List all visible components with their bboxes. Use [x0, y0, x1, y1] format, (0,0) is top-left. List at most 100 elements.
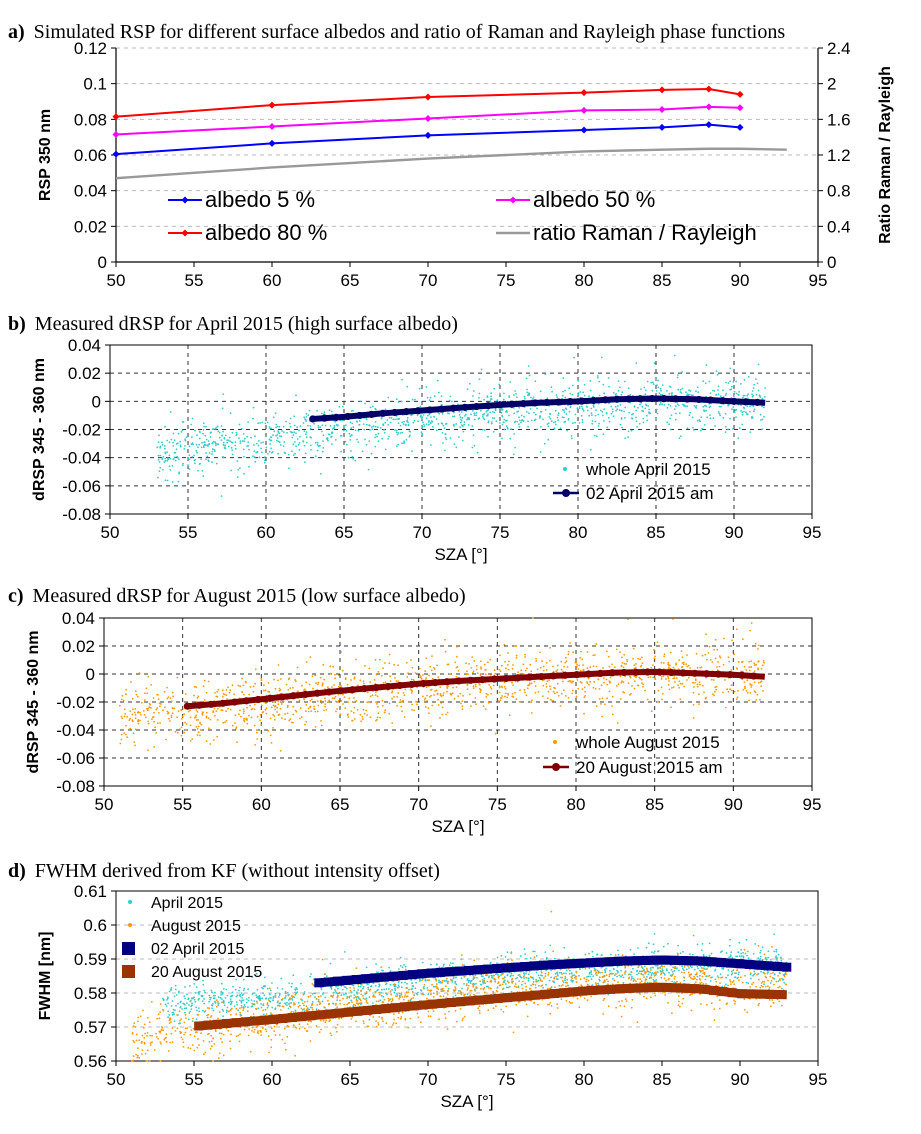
scatter-dot: [590, 407, 593, 410]
scatter-dot: [174, 730, 177, 733]
scatter-dot: [583, 696, 586, 699]
scatter-dot: [195, 686, 198, 689]
scatter-dot: [622, 681, 625, 684]
scatter-dot: [179, 445, 182, 448]
scatter-dot: [169, 697, 172, 699]
scatter-dot: [325, 975, 328, 977]
scatter-dot: [166, 439, 169, 442]
scatter-dot: [208, 994, 211, 997]
data-point: [344, 412, 352, 421]
scatter-dot: [304, 688, 306, 691]
scatter-dot: [298, 449, 301, 451]
scatter-dot: [350, 710, 353, 712]
scatter-dot: [222, 430, 225, 433]
scatter-dot: [401, 421, 404, 424]
scatter-dot: [761, 958, 764, 961]
scatter-dot: [635, 409, 637, 412]
scatter-dot: [332, 994, 335, 997]
scatter-dot: [408, 430, 411, 433]
scatter-dot: [426, 700, 429, 702]
scatter-dot: [443, 963, 445, 966]
scatter-dot: [333, 684, 335, 686]
scatter-dot: [721, 976, 724, 979]
scatter-dot: [309, 706, 311, 708]
scatter-dot: [381, 699, 384, 702]
scatter-dot: [287, 678, 290, 681]
scatter-dot: [381, 988, 383, 991]
y-tick-label: 0.58: [74, 984, 107, 1003]
x-tick-label: 85: [647, 523, 666, 542]
scatter-dot: [609, 972, 612, 975]
scatter-dot: [169, 469, 172, 471]
scatter-dot: [365, 443, 368, 446]
scatter-dot: [708, 406, 711, 409]
scatter-dot: [369, 716, 372, 719]
scatter-dot: [156, 693, 159, 696]
scatter-dot: [434, 690, 436, 692]
scatter-dot: [509, 437, 512, 440]
scatter-dot: [377, 440, 380, 442]
legend-marker: [509, 196, 517, 204]
scatter-dot: [359, 679, 362, 682]
scatter-dot: [304, 461, 306, 464]
scatter-dot: [468, 663, 470, 665]
scatter-dot: [611, 705, 613, 707]
scatter-dot: [330, 995, 332, 997]
scatter-dot: [268, 426, 271, 428]
scatter-dot: [321, 424, 324, 427]
scatter-dot: [539, 651, 541, 654]
scatter-dot: [505, 667, 507, 670]
scatter-dot: [539, 451, 542, 453]
scatter-dot: [363, 712, 366, 715]
scatter-dot: [521, 419, 524, 421]
scatter-dot: [322, 663, 325, 666]
scatter-dot: [779, 972, 781, 975]
scatter-dot: [543, 442, 546, 445]
scatter-dot: [239, 442, 242, 444]
scatter-dot: [503, 685, 506, 688]
scatter-dot: [600, 356, 603, 359]
scatter-dot: [615, 409, 617, 412]
scatter-dot: [216, 443, 219, 446]
scatter-dot: [369, 1014, 371, 1017]
scatter-dot: [620, 393, 623, 396]
panel-d-title: d) FWHM derived from KF (without intensi…: [8, 860, 440, 882]
scatter-dot: [743, 394, 746, 397]
scatter-dot: [201, 1000, 204, 1002]
scatter-dot: [468, 382, 471, 385]
x-tick-label: 70: [419, 1070, 438, 1089]
scatter-dot: [472, 687, 475, 689]
scatter-dot: [446, 690, 448, 693]
scatter-dot: [183, 448, 186, 450]
scatter-dot: [547, 438, 550, 441]
scatter-dot: [300, 716, 303, 718]
scatter-dot: [374, 421, 377, 423]
data-point: [309, 415, 317, 423]
scatter-dot: [650, 381, 653, 384]
scatter-dot: [445, 713, 447, 716]
scatter-dot: [263, 461, 266, 464]
scatter-dot: [596, 974, 598, 977]
scatter-dot: [252, 685, 255, 688]
scatter-dot: [209, 998, 212, 1001]
scatter-dot: [170, 728, 172, 731]
scatter-dot: [571, 981, 574, 983]
scatter-dot: [716, 666, 718, 668]
scatter-dot: [523, 972, 525, 974]
scatter-dot: [681, 403, 684, 406]
scatter-dot: [518, 425, 521, 428]
scatter-dot: [193, 454, 195, 457]
scatter-dot: [556, 691, 559, 694]
scatter-dot: [171, 465, 174, 467]
scatter-dot: [561, 976, 564, 979]
scatter-dot: [620, 975, 622, 978]
scatter-dot: [493, 417, 496, 419]
scatter-dot: [417, 420, 419, 423]
scatter-dot: [178, 990, 180, 993]
scatter-dot: [167, 458, 170, 461]
scatter-dot: [653, 950, 656, 953]
scatter-dot: [568, 410, 571, 413]
scatter-dot: [727, 428, 729, 431]
scatter-dot: [703, 424, 706, 426]
scatter-dot: [749, 986, 751, 988]
